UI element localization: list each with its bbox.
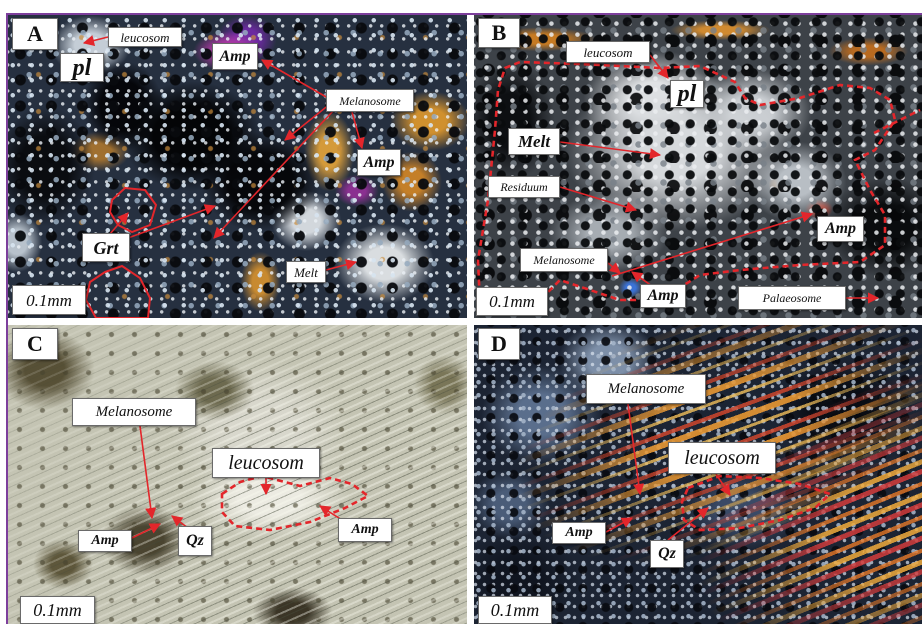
arrow-qz [667,507,709,541]
leucosome-outline [680,474,833,532]
label-pl: pl [60,53,104,82]
label-amp: Amp [78,530,132,552]
arrow-residuum [559,186,638,213]
label-amp: Amp [640,284,686,308]
arrow-melanosome-2 [213,109,335,239]
label-amp: Amp [817,216,864,242]
annotations-b [476,54,921,314]
label-melt: Melt [286,261,326,283]
arrow-leucosom [649,54,669,79]
label-palaeosome: Palaeosome [738,286,846,310]
arrow-grt-1 [127,204,217,239]
arrow-melanosome-to-amp-mid [351,111,365,150]
label-amp: Amp [338,518,392,542]
arrow-amp-long [611,211,814,277]
garnet-outline-1 [108,186,158,234]
arrow-melanosome [627,403,645,496]
arrow-leucosom [82,35,109,46]
label-melt: Melt [508,128,560,155]
arrow-leucosom [715,473,731,496]
palaeosome-boundary [873,108,921,135]
label-amp: Amp [552,522,606,544]
panel-letter-c: C [12,328,58,360]
label-pl: pl [670,80,704,108]
panel-letter-b: B [478,18,520,48]
label-amp: Amp [212,43,258,70]
figure-frame [6,13,922,624]
arrow-amp [605,517,633,533]
label-melanosome: Melanosome [586,374,706,404]
label-melanosome: Melanosome [520,248,608,272]
arrow-amp-left [131,523,162,539]
label-leucosom: leucosom [108,27,182,47]
annotations-d [605,403,833,541]
label-qz: Qz [178,526,212,556]
panel-a: A leucosom pl Amp Melanosome Amp Grt Mel… [8,15,467,318]
label-amp: Amp [357,149,401,176]
scale-label: 0.1mm [12,285,86,315]
label-leucosom: leucosom [566,41,650,63]
leucosome-outline [476,60,897,314]
scale-label: 0.1mm [476,287,548,316]
arrow-amp-bottom [631,271,653,287]
arrow-melanosome [607,262,621,274]
arrow-melt [559,141,662,160]
label-qz: Qz [650,540,684,568]
label-leucosom: leucosom [668,442,776,474]
panel-d: D Melanosome leucosom Amp Qz 0.1mm [474,325,922,624]
label-grt: Grt [82,233,130,262]
arrow-melanosome-1 [284,103,331,141]
label-melanosome: Melanosome [326,89,414,112]
panel-letter-a: A [12,18,58,50]
label-residuum: Residuum [488,176,560,198]
scale-label: 0.1mm [478,596,552,624]
panel-c: C Melanosome leucosom Amp Qz Amp 0.1mm [8,325,467,624]
arrow-grt-2 [109,212,129,235]
label-leucosom: leucosom [212,448,320,478]
panel-letter-d: D [478,328,520,360]
arrow-amp-right [319,505,343,521]
micrograph-c [8,325,467,624]
arrow-melanosome [139,425,157,520]
label-melanosome: Melanosome [72,398,196,426]
arrow-melanosome-to-amp [261,59,329,99]
garnet-outline-2 [84,264,152,318]
annotations-a [82,35,365,318]
scale-label: 0.1mm [20,596,95,624]
arrow-melt [325,259,358,271]
panel-b: B leucosom pl Melt Residuum Melanosome A… [474,15,922,318]
